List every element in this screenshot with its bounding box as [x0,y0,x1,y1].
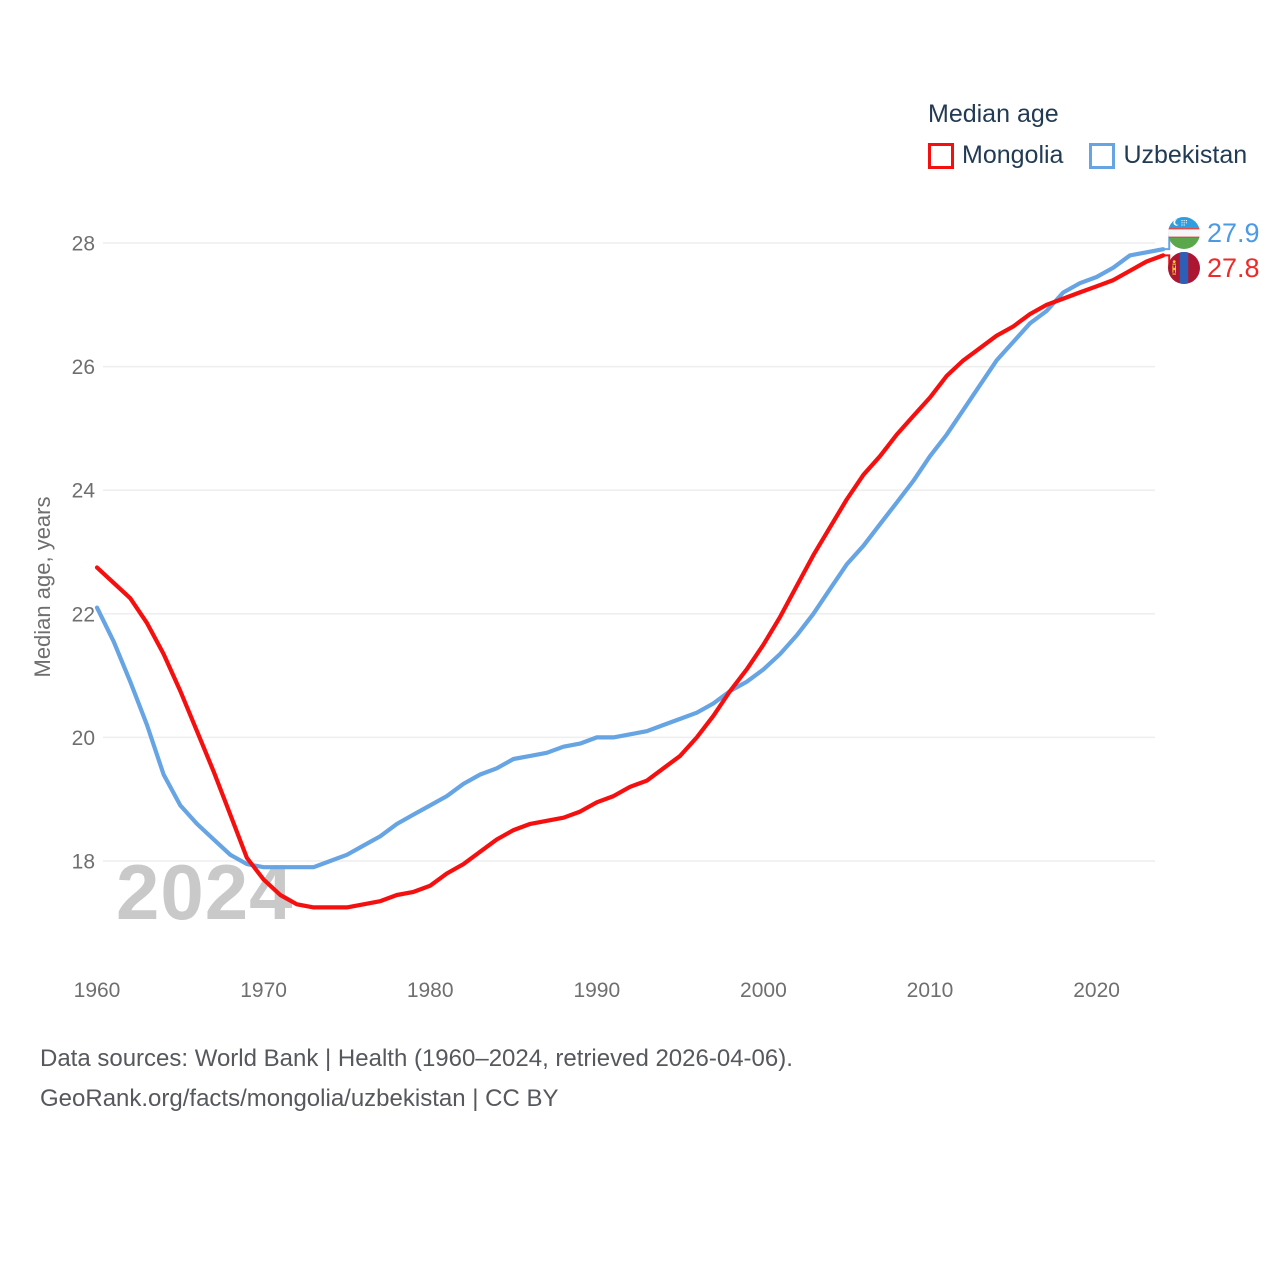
footer-attribution-link[interactable]: GeoRank.org/facts/mongolia/uzbekistan | … [40,1085,559,1112]
legend-items: Mongolia Uzbekistan [928,141,1247,170]
x-tick-label: 2020 [1073,979,1120,1002]
legend-label-uzbekistan: Uzbekistan [1123,141,1248,169]
y-tick-label: 26 [72,356,95,379]
legend: Median age Mongolia Uzbekistan [928,100,1247,170]
y-tick-label: 18 [72,851,95,874]
legend-title: Median age [928,100,1059,128]
x-tick-label: 2000 [740,979,787,1002]
y-tick-label: 20 [72,727,95,750]
mongolia-swatch-icon [928,142,954,169]
end-value-mongolia: 27.8 [1207,252,1260,283]
watermark-year: 2024 [116,848,294,936]
footer-data-sources: Data sources: World Bank | Health (1960–… [40,1045,793,1072]
end-label-uzbekistan: 27.9 [1168,217,1260,249]
y-tick-label: 24 [72,480,96,503]
x-tick-label: 1970 [240,979,287,1002]
x-tick-label: 2010 [907,979,954,1002]
x-tick-label: 1960 [74,979,121,1002]
uzbekistan-swatch-icon [1089,142,1116,169]
uzbekistan-flag-icon [1168,217,1200,249]
mongolia-line[interactable] [94,253,1166,910]
y-tick-label: 28 [72,233,95,256]
end-label-mongolia: 27.8 [1168,252,1260,284]
end-value-uzbekistan: 27.9 [1207,217,1260,248]
legend-item-mongolia[interactable]: Mongolia [928,141,1063,170]
y-tick-label: 22 [72,603,95,626]
mongolia-flag-icon [1168,252,1200,284]
legend-item-uzbekistan[interactable]: Uzbekistan [1089,141,1247,170]
uzbekistan-line[interactable] [94,247,1166,870]
x-tick-label: 1980 [407,979,454,1002]
x-tick-label: 1990 [573,979,620,1002]
legend-label-mongolia: Mongolia [962,141,1064,169]
y-axis-title: Median age, years [30,496,55,678]
